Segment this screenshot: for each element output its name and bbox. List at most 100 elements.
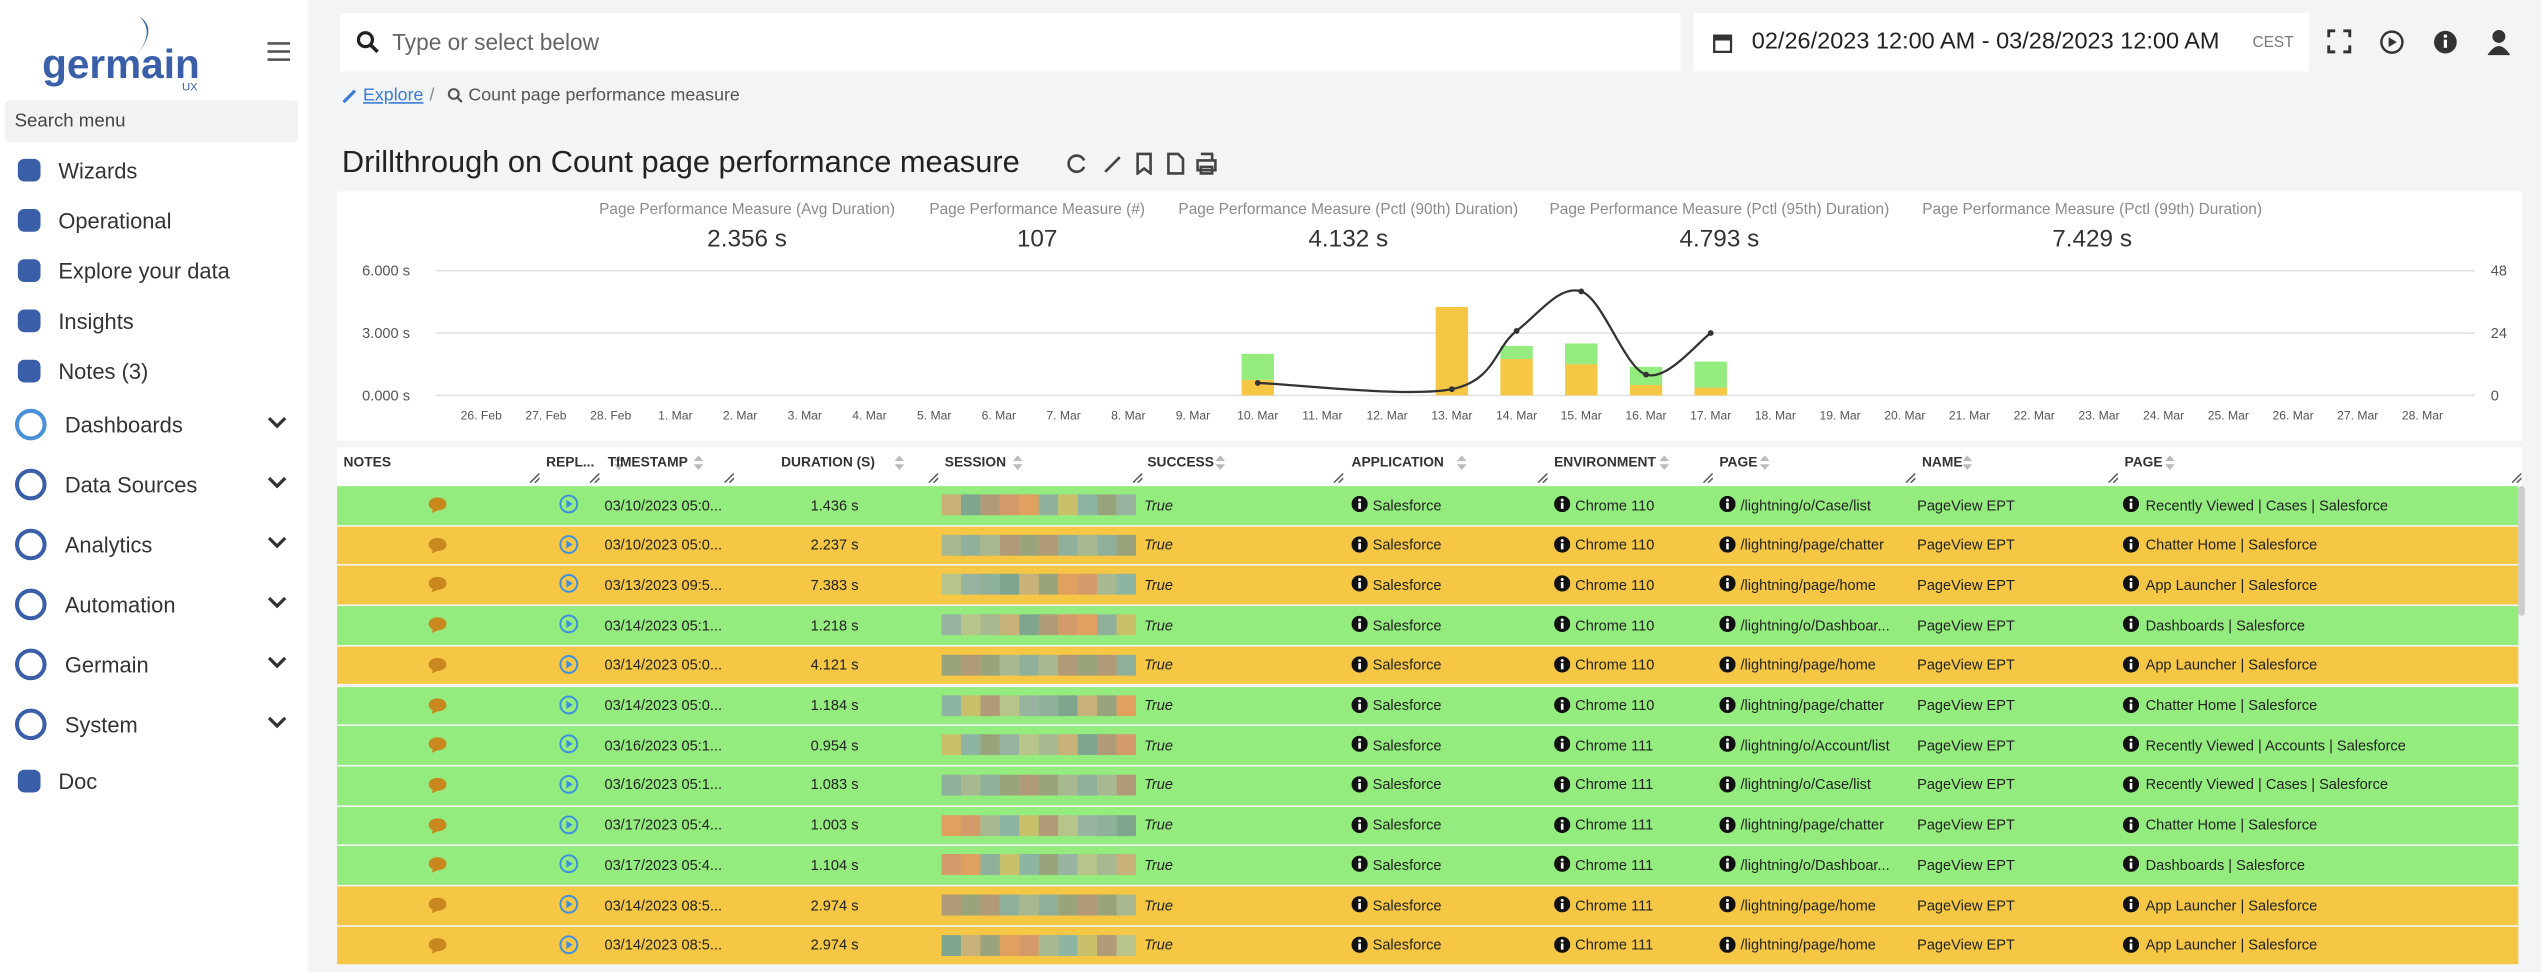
menu-item[interactable]: Germain [13,647,149,683]
timestamp: 03/14/2023 05:0... [604,657,722,673]
menu-item[interactable]: Operational [13,203,171,239]
table-row[interactable]: 03/16/2023 05:1...0.954 sTrueSalesforceC… [337,726,2518,764]
session-block [1019,614,1038,635]
page-path: /lightning/page/home [1740,577,1875,593]
bar-segment [1500,346,1532,359]
menu-item[interactable]: Analytics [13,527,152,563]
refresh-icon[interactable] [1069,156,1085,172]
info-dot [2130,579,2133,582]
x-tick-label: 24. Mar [2143,409,2184,423]
success: True [1144,497,1173,513]
table-row[interactable]: 03/10/2023 05:0...2.237 sTrueSalesforceC… [337,526,2518,564]
chevron-shape [269,418,285,426]
menu-label: Notes (3) [58,359,148,383]
page-title: Chatter Home | Salesforce [2146,537,2318,553]
bookmark-icon[interactable] [1138,154,1151,173]
column-header[interactable]: NAME [1922,454,1963,470]
chevron[interactable] [267,536,286,549]
toolbar-icons [2327,29,2518,57]
info-icon [2123,536,2139,552]
column-header[interactable]: DURATION (S) [781,454,875,470]
resize-handle [1538,473,1548,483]
table-row[interactable]: 03/13/2023 09:5...7.383 sTrueSalesforceC… [337,566,2518,604]
name: PageView EPT [1917,577,2015,593]
session-blocks [942,935,1136,956]
chevron[interactable] [267,656,286,669]
info-icon [1352,816,1368,832]
info-dot [1726,739,1729,742]
table-row[interactable]: 03/14/2023 05:0...4.121 sTrueSalesforceC… [337,646,2518,684]
table-row[interactable]: 03/10/2023 05:0...1.436 sTrueSalesforceC… [337,486,2518,524]
user-icon[interactable] [2488,30,2511,55]
replay-triangle [566,500,572,508]
info-bar [1561,623,1564,629]
menu-label: Explore your data [58,258,229,282]
menu-item[interactable]: System [13,707,138,743]
menu-item[interactable]: Dashboards [13,407,183,443]
menu-item[interactable]: Wizards [13,152,137,188]
session-block [1078,694,1097,715]
session-block [1097,935,1116,956]
session-block [980,895,999,916]
menu-item[interactable]: Doc [13,763,97,799]
column-header[interactable]: SESSION [945,454,1006,470]
edit-icon[interactable] [1105,157,1120,172]
date-picker[interactable]: 02/26/2023 12:00 AM - 03/28/2023 12:00 A… [1693,13,2309,71]
menu-search[interactable]: Search menu [5,100,298,142]
table-row[interactable]: 03/14/2023 05:0...1.184 sTrueSalesforceC… [337,686,2518,724]
session-block [961,774,980,795]
info-icon[interactable] [2434,31,2457,54]
table-row[interactable]: 03/17/2023 05:4...1.104 sTrueSalesforceC… [337,846,2518,884]
session-block [961,654,980,675]
export-icon[interactable] [1168,154,1183,173]
menu-item[interactable]: Automation [13,587,176,623]
menu-label: Data Sources [65,472,198,496]
column-header[interactable]: SUCCESS [1147,454,1214,470]
info-icon [1554,896,1570,912]
x-tick-label: 7. Mar [1046,409,1080,423]
breadcrumb-link[interactable]: Explore [363,86,423,105]
play-icon[interactable] [2381,32,2402,53]
menu-item[interactable]: Explore your data [13,253,230,289]
table-row[interactable]: 03/17/2023 05:4...1.003 sTrueSalesforceC… [337,806,2518,844]
chevron-shape [269,478,285,486]
column-header[interactable]: PAGE [2125,454,2163,470]
chevron[interactable] [267,596,286,609]
menu-item[interactable]: Insights [13,303,134,339]
column-header[interactable]: ENVIRONMENT [1554,454,1656,470]
timestamp: 03/10/2023 05:0... [604,497,722,513]
application: Salesforce [1373,937,1442,953]
session-block [1039,574,1058,595]
search-bar[interactable]: Type or select below [340,13,1680,71]
icon-shape [18,209,41,232]
scrollbar[interactable] [2518,486,2524,616]
table-row[interactable]: 03/14/2023 08:5...2.974 sTrueSalesforceC… [337,886,2518,924]
menu-label: Insights [58,309,133,333]
info-dot [2130,939,2133,942]
environment: Chrome 110 [1575,657,1654,673]
info-icon [1719,536,1735,552]
print-icon[interactable] [1198,154,1216,173]
menu-toggle[interactable] [267,41,293,64]
column-header[interactable]: TIMESTAMP [608,454,688,470]
menu-item[interactable]: Data Sources [13,467,197,503]
menu-icon [13,468,52,500]
info-bar [1358,743,1361,749]
column-header[interactable]: PAGE [1719,454,1757,470]
session-block [942,694,961,715]
table-row[interactable]: 03/14/2023 08:5...2.974 sTrueSalesforceC… [337,926,2518,964]
resize-handle [2108,473,2118,483]
column-header[interactable]: APPLICATION [1352,454,1444,470]
table-row[interactable]: 03/16/2023 05:1...1.083 sTrueSalesforceC… [337,766,2518,804]
chevron[interactable] [267,416,286,429]
menu-item[interactable]: Notes (3) [13,353,148,389]
fullscreen-icon[interactable] [2329,31,2350,52]
chevron[interactable] [267,716,286,729]
chevron[interactable] [267,476,286,489]
table-row[interactable]: 03/14/2023 05:1...1.218 sTrueSalesforceC… [337,606,2518,644]
notes-icon [428,656,447,674]
column-header[interactable]: REPL... [546,454,594,470]
column-header[interactable]: NOTES [344,454,391,470]
timestamp: 03/16/2023 05:1... [604,777,722,793]
info-bar [1358,503,1361,509]
